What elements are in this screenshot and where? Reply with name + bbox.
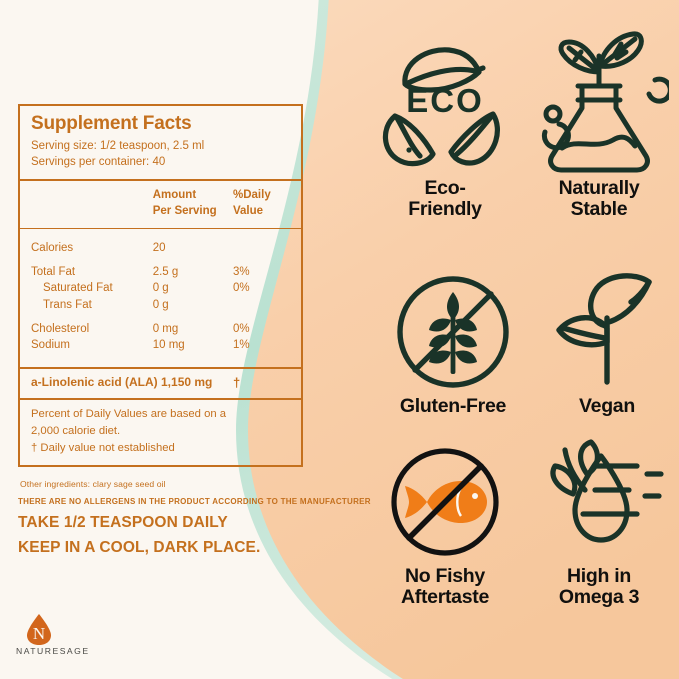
nutrition-header-table: Amount Per Serving %Daily Value (31, 187, 290, 220)
badge-label-line1: High in (567, 565, 631, 587)
serving-info-section: Supplement Facts Serving size: 1/2 teasp… (20, 106, 301, 181)
table-row: Trans Fat 0 g (31, 297, 290, 314)
table-header-row: Amount Per Serving %Daily Value (31, 187, 290, 220)
brand-logo-droplet-icon: N (27, 614, 51, 645)
badge-eco-friendly: ECO Eco- Friendly (370, 28, 520, 220)
row-amount: 0 mg (152, 322, 179, 335)
table-row: Calories 20 (31, 240, 290, 257)
header-amount-l2: Per Serving (152, 205, 217, 218)
row-amount: 20 (152, 241, 166, 254)
badge-label-line2: Stable (570, 198, 628, 221)
badge-label-line2: Aftertaste (400, 586, 490, 609)
badge-vegan: Vegan (532, 268, 679, 417)
badge-no-fishy-aftertaste: No Fishy Aftertaste (370, 438, 520, 608)
badge-naturally-stable: Naturally Stable (524, 28, 674, 220)
row-dv (233, 297, 290, 314)
row-amount: 2.5 g (152, 265, 179, 278)
table-header-section: Amount Per Serving %Daily Value (20, 181, 301, 229)
table-row: Sodium 10 mg 1% (31, 337, 290, 354)
header-daily-value: %Daily Value (233, 187, 290, 220)
badge-label-line2: Omega 3 (558, 586, 640, 609)
badge-label-line1: Naturally (558, 177, 640, 199)
sprout-icon (532, 268, 679, 396)
nutrients-section: Calories 20 Total Fat 2.5 g 3% Saturated… (20, 229, 301, 369)
allergen-statement: THERE ARE NO ALLERGENS IN THE PRODUCT AC… (18, 497, 371, 506)
supplement-facts-title: Supplement Facts (31, 113, 192, 134)
footnote-line-1: Percent of Daily Values are based on a (31, 407, 227, 420)
badge-label-line1: Eco- (424, 177, 466, 199)
row-dv: 1% (233, 339, 250, 352)
ala-row: a-Linolenic acid (ALA) 1,150 mg † (31, 375, 290, 390)
supplement-facts-panel: Supplement Facts Serving size: 1/2 teasp… (18, 104, 303, 467)
badge-gluten-free: Gluten-Free (378, 268, 528, 417)
eco-inner-text: ECO (406, 82, 484, 119)
header-blank (31, 187, 153, 220)
badge-label-line1: No Fishy (405, 565, 485, 587)
header-dv-l2: Value (233, 205, 264, 218)
row-amount: 0 g (152, 282, 169, 295)
row-dv: 0% (233, 282, 250, 295)
row-dv: 3% (233, 265, 250, 278)
ala-name: a-Linolenic acid (ALA) 1,150 mg (31, 375, 213, 390)
header-amount: Amount Per Serving (153, 187, 233, 220)
row-name: Saturated Fat (43, 282, 113, 295)
row-dv: 0% (233, 322, 250, 335)
footnote-line-2: 2,000 calorie diet. (31, 424, 121, 437)
row-dv (233, 240, 290, 257)
badge-label-line2: Friendly (408, 198, 482, 221)
ala-section: a-Linolenic acid (ALA) 1,150 mg † (20, 369, 301, 400)
badge-label-line1: Vegan (579, 395, 635, 417)
footnote-line-3: † Daily value not established (31, 441, 175, 454)
row-name: Trans Fat (43, 298, 92, 311)
no-fish-icon (370, 438, 520, 566)
table-row: Cholesterol 0 mg 0% (31, 321, 290, 338)
directions-line-1: TAKE 1/2 TEASPOON DAILY (18, 514, 228, 531)
header-amount-l1: Amount (152, 188, 197, 201)
row-name: Calories (31, 241, 74, 254)
flask-sprout-icon (524, 28, 674, 178)
brand-name: NATURESAGE (16, 646, 90, 656)
serving-size: Serving size: 1/2 teaspoon, 2.5 ml (31, 139, 205, 152)
omega-droplet-icon (524, 438, 674, 566)
header-dv-l1: %Daily (233, 188, 271, 201)
servings-per-container: Servings per container: 40 (31, 156, 166, 169)
logo-letter: N (33, 624, 45, 643)
row-name: Sodium (31, 339, 70, 352)
nutrition-table: Calories 20 Total Fat 2.5 g 3% Saturated… (31, 235, 290, 359)
ala-dagger: † (233, 374, 241, 390)
row-name: Total Fat (31, 265, 76, 278)
table-row: Total Fat 2.5 g 3% (31, 264, 290, 281)
row-amount: 10 mg (152, 339, 185, 352)
no-wheat-icon (378, 268, 528, 396)
other-ingredients-text: Other ingredients: clary sage seed oil (20, 479, 166, 489)
badge-label-line1: Gluten-Free (399, 395, 507, 417)
table-row: Saturated Fat 0 g 0% (31, 280, 290, 297)
directions-line-2: KEEP IN A COOL, DARK PLACE. (18, 539, 261, 556)
row-amount: 0 g (152, 298, 169, 311)
badge-high-in-omega-3: High in Omega 3 (524, 438, 674, 608)
footnote-section: Percent of Daily Values are based on a 2… (20, 400, 301, 465)
row-name: Cholesterol (31, 322, 90, 335)
eco-leaves-icon: ECO (370, 28, 520, 178)
